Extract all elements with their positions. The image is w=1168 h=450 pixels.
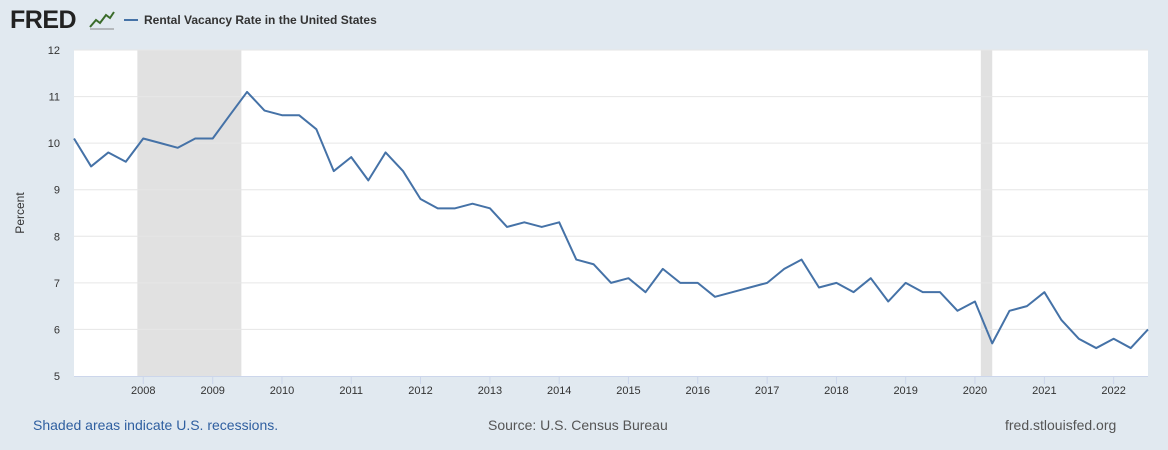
x-tick-label: 2011 [339,385,363,397]
grid-lines [74,49,1148,330]
y-tick-label: 10 [48,138,60,150]
line-chart: 5 6 7 8 9 10 11 12 2008 2009 2010 2011 2012 2013 2014… [13,45,1149,397]
x-tick-label: 2010 [270,385,294,397]
y-tick-label: 6 [54,324,60,336]
x-tick-label: 2018 [824,385,848,397]
x-tick-label: 2013 [478,385,502,397]
recession-shading [137,50,993,376]
y-tick-label: 11 [49,92,60,104]
site-link[interactable]: fred.stlouisfed.org [1005,417,1117,433]
y-tick-label: 5 [54,371,60,383]
x-tick-label: 2019 [893,385,917,397]
x-tick-label: 2022 [1101,385,1125,397]
y-tick-label: 9 [54,185,60,197]
y-axis-label: Percent [13,192,27,234]
x-tick-label: 2012 [408,385,432,397]
x-tick-label: 2008 [131,385,155,397]
x-tick-label: 2020 [963,385,987,397]
x-tick-label: 2021 [1032,385,1056,397]
plot-background [74,50,1148,376]
y-axis-ticks: 5 6 7 8 9 10 11 12 [48,45,60,383]
trend-line-icon [89,10,115,30]
chart-header: FRED Rental Vacancy Rate in the United S… [0,0,1168,40]
x-tick-label: 2014 [547,385,571,397]
x-tick-label: 2016 [685,385,709,397]
recession-note: Shaded areas indicate U.S. recessions. [33,417,279,433]
legend-label: Rental Vacancy Rate in the United States [144,13,377,27]
x-tick-label: 2015 [616,385,640,397]
source-text: Source: U.S. Census Bureau [488,417,668,433]
y-tick-label: 12 [48,45,60,57]
y-tick-label: 8 [54,231,60,243]
y-tick-label: 7 [54,278,60,290]
fred-logo[interactable]: FRED [10,6,77,34]
legend-swatch [124,19,138,21]
chart-footer: Shaded areas indicate U.S. recessions. S… [0,412,1168,438]
x-tick-label: 2009 [200,385,224,397]
x-tick-label: 2017 [755,385,779,397]
series-line-rental-vacancy-rate[interactable] [73,90,1149,350]
recession-band-2 [980,50,993,376]
x-axis-ticks: 2008 2009 2010 2011 2012 2013 2014 2015 2016 2017… [74,376,1148,397]
recession-band-1 [137,50,242,376]
